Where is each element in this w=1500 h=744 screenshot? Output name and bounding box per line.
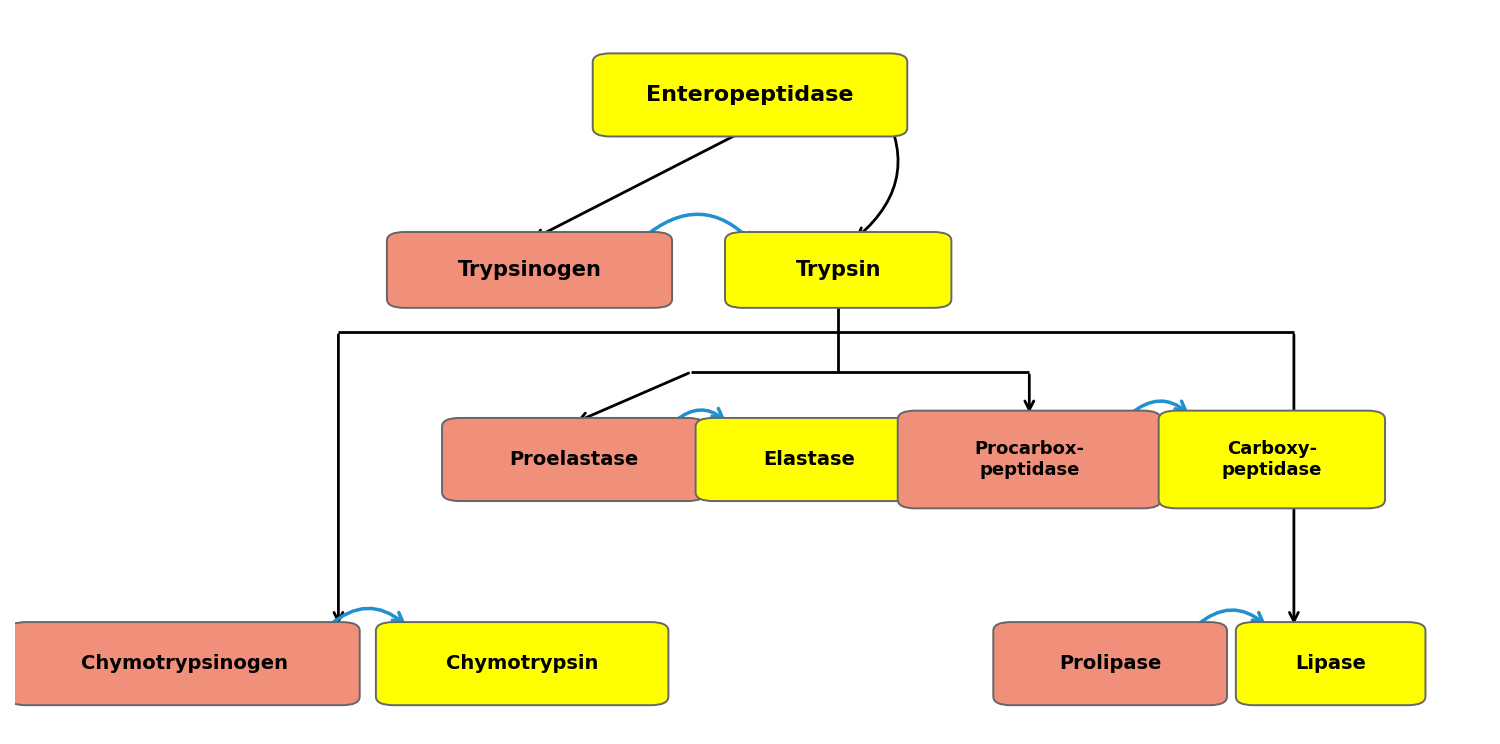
Text: Trypsin: Trypsin xyxy=(795,260,880,280)
Text: Chymotrypsinogen: Chymotrypsinogen xyxy=(81,654,288,673)
FancyBboxPatch shape xyxy=(993,622,1227,705)
Text: Enteropeptidase: Enteropeptidase xyxy=(646,85,854,105)
Text: Prolipase: Prolipase xyxy=(1059,654,1161,673)
Text: Chymotrypsin: Chymotrypsin xyxy=(446,654,598,673)
FancyBboxPatch shape xyxy=(897,411,1161,508)
Text: Elastase: Elastase xyxy=(764,450,855,469)
FancyBboxPatch shape xyxy=(696,418,922,501)
FancyBboxPatch shape xyxy=(724,232,951,308)
Text: Lipase: Lipase xyxy=(1294,654,1366,673)
FancyBboxPatch shape xyxy=(376,622,669,705)
Text: Trypsinogen: Trypsinogen xyxy=(458,260,602,280)
FancyBboxPatch shape xyxy=(387,232,672,308)
Text: Carboxy-
peptidase: Carboxy- peptidase xyxy=(1221,440,1322,479)
FancyBboxPatch shape xyxy=(442,418,705,501)
FancyBboxPatch shape xyxy=(9,622,360,705)
Text: Procarbox-
peptidase: Procarbox- peptidase xyxy=(975,440,1084,479)
FancyBboxPatch shape xyxy=(1236,622,1425,705)
Text: Proelastase: Proelastase xyxy=(509,450,638,469)
FancyBboxPatch shape xyxy=(1158,411,1384,508)
FancyBboxPatch shape xyxy=(592,54,908,136)
